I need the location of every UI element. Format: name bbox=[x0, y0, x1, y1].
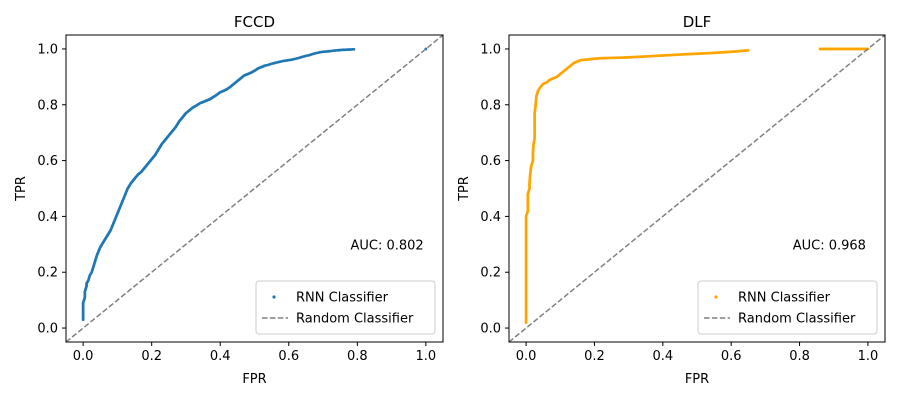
y-axis-label: TPR bbox=[14, 176, 29, 202]
legend-label-random: Random Classifier bbox=[296, 312, 414, 327]
y-tick-label: 0.0 bbox=[37, 322, 58, 337]
x-tick-label: 0.8 bbox=[347, 349, 368, 364]
legend-marker-rnn bbox=[714, 295, 718, 299]
x-axis-label: FPR bbox=[685, 372, 709, 387]
legend-label-rnn: RNN Classifier bbox=[738, 291, 831, 306]
legend-label-rnn: RNN Classifier bbox=[296, 291, 389, 306]
y-tick-label: 0.4 bbox=[480, 210, 501, 225]
x-tick-label: 1.0 bbox=[416, 349, 437, 364]
legend-marker-rnn bbox=[272, 295, 276, 299]
chart-dlf: DLF 0.0 0.2 0.4 0.6 0.8 1.0 0.0 0.2 0.4 0.6 0.8 1.0 F… bbox=[457, 13, 886, 387]
data-point bbox=[352, 47, 356, 51]
y-tick-label: 0.0 bbox=[480, 322, 501, 337]
chart-title: DLF bbox=[683, 13, 712, 31]
x-axis-label: FPR bbox=[242, 372, 266, 387]
x-tick-label: 0.2 bbox=[141, 349, 162, 364]
y-tick-label: 0.8 bbox=[480, 98, 501, 113]
legend-label-random: Random Classifier bbox=[738, 312, 856, 327]
x-tick-label: 0.0 bbox=[73, 349, 94, 364]
chart-fccd: FCCD 0.0 0.2 0.4 0.6 0.8 1.0 0.0 0.2 0.4 0.6 0.8 1.0… bbox=[14, 13, 444, 387]
plot-frame bbox=[508, 34, 886, 343]
legend-box bbox=[697, 280, 878, 335]
legend-box bbox=[255, 280, 436, 335]
random-classifier-line bbox=[509, 35, 885, 342]
y-tick-label: 1.0 bbox=[37, 42, 58, 57]
x-tick-label: 0.2 bbox=[584, 349, 605, 364]
x-tick-label: 0.8 bbox=[789, 349, 810, 364]
rnn-classifier-points bbox=[524, 47, 870, 324]
data-point bbox=[746, 48, 750, 52]
legend: RNN Classifier Random Classifier bbox=[255, 280, 436, 335]
y-tick-label: 1.0 bbox=[480, 42, 501, 57]
x-tick-label: 0.6 bbox=[278, 349, 299, 364]
y-axis-label: TPR bbox=[457, 176, 472, 202]
auc-annotation: AUC: 0.802 bbox=[350, 238, 423, 253]
x-tick-label: 0.4 bbox=[210, 349, 231, 364]
plot-frame bbox=[65, 34, 444, 343]
x-tick-label: 1.0 bbox=[858, 349, 879, 364]
x-tick-label: 0.4 bbox=[652, 349, 673, 364]
y-tick-label: 0.6 bbox=[480, 154, 501, 169]
rnn-classifier-points bbox=[81, 47, 428, 322]
x-tick-label: 0.0 bbox=[516, 349, 537, 364]
chart-title: FCCD bbox=[234, 13, 275, 31]
y-tick-label: 0.6 bbox=[37, 154, 58, 169]
y-tick-label: 0.8 bbox=[37, 98, 58, 113]
y-tick-label: 0.2 bbox=[37, 266, 58, 281]
y-tick-label: 0.2 bbox=[480, 266, 501, 281]
legend: RNN Classifier Random Classifier bbox=[697, 280, 878, 335]
y-tick-label: 0.4 bbox=[37, 210, 58, 225]
x-tick-label: 0.6 bbox=[721, 349, 742, 364]
auc-annotation: AUC: 0.968 bbox=[793, 238, 866, 253]
random-classifier-line bbox=[66, 35, 443, 342]
